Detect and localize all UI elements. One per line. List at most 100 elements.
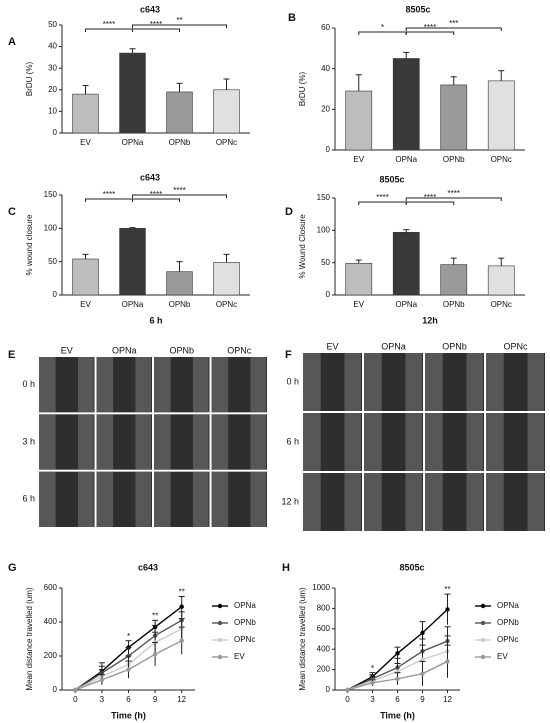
cell-layer	[77, 414, 94, 470]
bar	[213, 89, 240, 134]
cell-layer	[344, 473, 361, 531]
x-tick-label: 9	[153, 695, 158, 704]
bar	[166, 91, 193, 134]
y-axis-label: Mean distance travelled (um)	[25, 587, 34, 690]
row-label: 0 h	[22, 379, 35, 389]
row-label: 12 h	[281, 496, 299, 506]
x-tick-label: OPNc	[491, 300, 512, 309]
legend-label: OPNa	[497, 601, 519, 610]
significance-bracket	[405, 197, 502, 201]
y-axis-label: BrDU (%)	[25, 62, 34, 97]
y-tick-label: 10	[48, 107, 57, 116]
cell-layer	[96, 357, 114, 413]
y-axis-label: % Wound Closure	[298, 214, 307, 279]
significance-label: ****	[173, 186, 185, 195]
y-tick-label: 50	[321, 258, 330, 267]
x-tick-label: OPNb	[169, 138, 191, 147]
row-label: 3 h	[22, 436, 35, 446]
x-axis-label: 12h	[422, 315, 438, 325]
cell-layer	[344, 353, 361, 411]
y-tick-label: 50	[48, 257, 57, 266]
bar	[213, 262, 240, 296]
point	[445, 607, 450, 612]
x-axis-label: Time (h)	[111, 710, 146, 720]
cell-layer	[250, 471, 266, 527]
cell-layer	[39, 414, 56, 470]
cell-layer	[250, 357, 266, 413]
x-tick-label: EV	[353, 300, 364, 309]
significance-bracket	[405, 27, 502, 31]
panel-letter: G	[8, 562, 17, 574]
cell-layer	[154, 357, 171, 413]
legend-label: EV	[234, 652, 245, 661]
y-tick-label: 0	[53, 128, 58, 137]
legend-label: OPNb	[234, 618, 256, 627]
column-label: OPNa	[381, 341, 406, 351]
x-tick-label: OPNa	[395, 155, 417, 164]
cell-layer	[364, 413, 382, 471]
y-tick-label: 20	[48, 85, 57, 94]
cell-layer	[527, 413, 544, 471]
significance-label: *	[371, 664, 374, 673]
y-axis-label: Mean distance travelled (um)	[298, 587, 307, 690]
point	[395, 676, 400, 681]
x-tick-label: EV	[353, 155, 364, 164]
cell-layer	[466, 473, 483, 531]
x-tick-label: 6	[395, 695, 400, 704]
cell-layer	[135, 357, 151, 413]
x-tick-label: OPNa	[395, 300, 417, 309]
cell-layer	[527, 353, 544, 411]
significance-label: **	[152, 611, 158, 620]
legend-marker	[480, 654, 486, 660]
column-label: OPNc	[503, 341, 528, 351]
significance-bracket	[405, 201, 455, 205]
column-label: EV	[61, 345, 73, 355]
y-tick-label: 60	[321, 23, 330, 32]
cell-layer	[96, 471, 114, 527]
x-axis-label: Time (h)	[380, 710, 415, 720]
panel-letter: A	[8, 36, 16, 48]
x-tick-label: 3	[370, 695, 375, 704]
bar	[392, 231, 420, 296]
chart-title: c643	[140, 4, 160, 14]
x-tick-label: 9	[420, 695, 425, 704]
y-tick-label: 50	[48, 20, 57, 29]
column-label: EV	[326, 341, 338, 351]
point	[445, 659, 450, 664]
significance-bracket	[358, 201, 407, 205]
significance-bracket	[405, 31, 455, 35]
cell-layer	[250, 414, 266, 470]
y-tick-label: 0	[326, 290, 331, 299]
point	[179, 638, 184, 643]
legend-marker	[480, 603, 486, 609]
cell-layer	[192, 471, 209, 527]
y-tick-label: 0	[53, 290, 58, 299]
cell-layer	[364, 473, 382, 531]
x-tick-label: 6	[126, 695, 131, 704]
point	[126, 667, 131, 672]
panel-letter: H	[282, 562, 290, 574]
cell-layer	[425, 473, 443, 531]
y-axis-label: BrDU (%)	[298, 72, 307, 107]
legend-marker	[480, 637, 486, 643]
x-tick-label: OPNa	[122, 300, 144, 309]
cell-layer	[425, 353, 443, 411]
row-label: 6 h	[286, 436, 299, 446]
y-tick-label: 600	[317, 624, 331, 633]
x-tick-label: 12	[443, 695, 452, 704]
bar	[392, 58, 420, 151]
y-tick-label: 100	[317, 225, 331, 234]
cell-layer	[303, 353, 321, 411]
cell-layer	[466, 353, 483, 411]
panel-letter: C	[8, 206, 16, 218]
cell-layer	[211, 471, 229, 527]
x-tick-label: 12	[177, 695, 186, 704]
cell-layer	[405, 473, 422, 531]
x-tick-label: OPNb	[443, 300, 465, 309]
y-tick-label: 200	[317, 665, 331, 674]
bar	[345, 90, 373, 151]
significance-label: **	[176, 16, 182, 25]
column-label: OPNc	[227, 345, 252, 355]
y-tick-label: 1000	[312, 583, 330, 592]
significance-label: ***	[449, 19, 458, 28]
